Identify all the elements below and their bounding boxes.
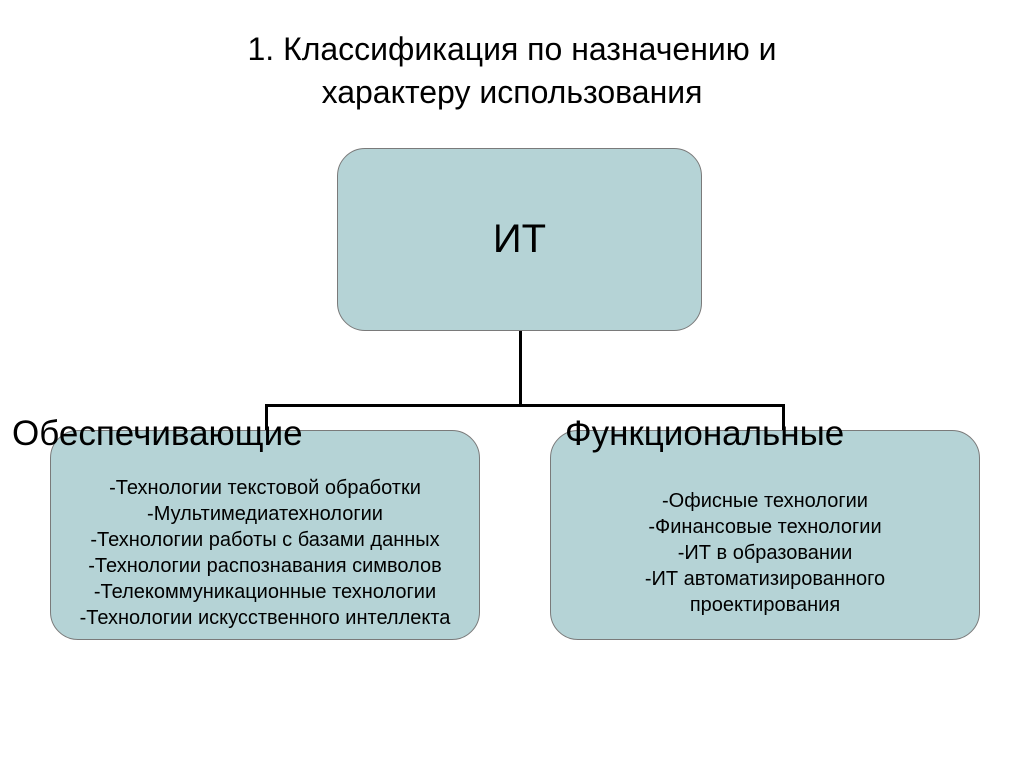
title-line-2: характеру использования: [322, 74, 703, 110]
child-node-left: -Технологии текстовой обработки -Мультим…: [50, 430, 480, 640]
list-item: -Офисные технологии: [645, 488, 885, 514]
list-item: -Мультимедиатехнологии: [80, 501, 451, 527]
child-node-right: -Офисные технологии -Финансовые технолог…: [550, 430, 980, 640]
list-item: -Технологии искусственного интеллекта: [80, 605, 451, 631]
list-item: -Технологии распознавания символов: [80, 553, 451, 579]
child-left-heading: Обеспечивающие: [12, 414, 303, 454]
list-item: -ИТ в образовании: [645, 540, 885, 566]
list-item: -Телекоммуникационные технологии: [80, 579, 451, 605]
connector-vertical-root: [519, 331, 522, 406]
title-line-1: 1. Классификация по назначению и: [247, 31, 776, 67]
child-left-list: -Технологии текстовой обработки -Мультим…: [80, 475, 451, 631]
list-item: -ИТ автоматизированного: [645, 566, 885, 592]
child-right-list: -Офисные технологии -Финансовые технолог…: [645, 488, 885, 618]
list-item: проектирования: [645, 592, 885, 618]
list-item: -Финансовые технологии: [645, 514, 885, 540]
connector-horizontal: [265, 404, 785, 407]
list-item: -Технологии работы с базами данных: [80, 527, 451, 553]
root-label: ИТ: [493, 217, 546, 262]
list-item: -Технологии текстовой обработки: [80, 475, 451, 501]
child-right-heading: Функциональные: [565, 414, 844, 454]
page-title: 1. Классификация по назначению и характе…: [0, 0, 1024, 114]
root-node: ИТ: [337, 148, 702, 331]
